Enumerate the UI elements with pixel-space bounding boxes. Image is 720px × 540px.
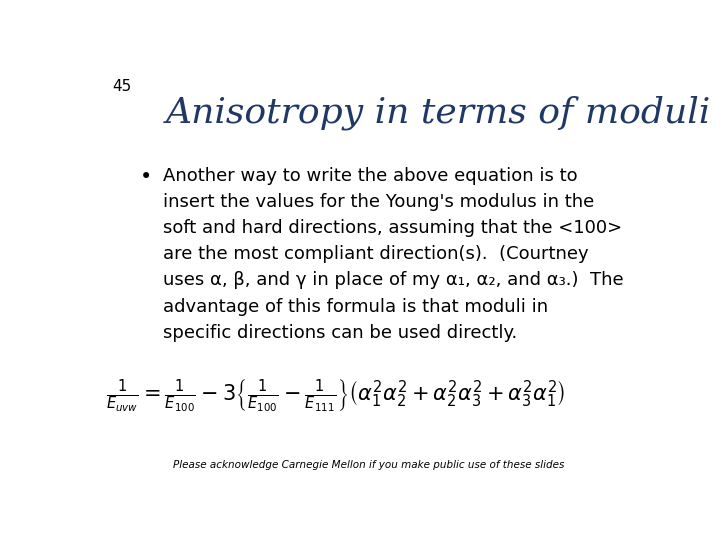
Text: are the most compliant direction(s).  (Courtney: are the most compliant direction(s). (Co… <box>163 245 588 264</box>
Text: uses α, β, and γ in place of my α₁, α₂, and α₃.)  The: uses α, β, and γ in place of my α₁, α₂, … <box>163 272 624 289</box>
Text: $\frac{1}{E_{uvw}} = \frac{1}{E_{100}} - 3\left\{\frac{1}{E_{100}} - \frac{1}{E_: $\frac{1}{E_{uvw}} = \frac{1}{E_{100}} -… <box>106 377 565 414</box>
Text: Another way to write the above equation is to: Another way to write the above equation … <box>163 167 577 185</box>
Text: soft and hard directions, assuming that the <100>: soft and hard directions, assuming that … <box>163 219 621 237</box>
Text: insert the values for the Young's modulus in the: insert the values for the Young's modulu… <box>163 193 594 211</box>
Text: specific directions can be used directly.: specific directions can be used directly… <box>163 324 517 342</box>
Text: •: • <box>140 167 153 187</box>
Text: 45: 45 <box>112 79 132 94</box>
Text: advantage of this formula is that moduli in: advantage of this formula is that moduli… <box>163 298 548 316</box>
Text: Anisotropy in terms of moduli: Anisotropy in terms of moduli <box>166 95 711 130</box>
Text: Please acknowledge Carnegie Mellon if you make public use of these slides: Please acknowledge Carnegie Mellon if yo… <box>174 460 564 470</box>
